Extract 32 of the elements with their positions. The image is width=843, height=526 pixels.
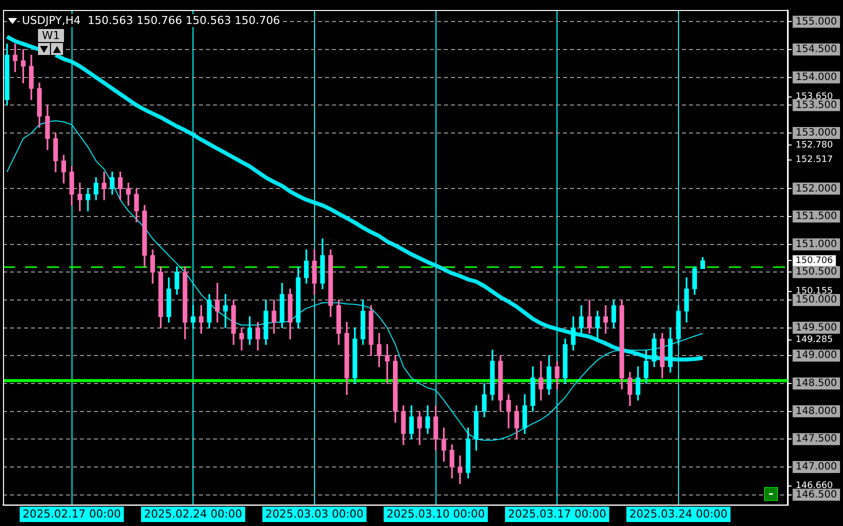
y-tick-label: 147.000 [796, 462, 838, 473]
y-tick-label: 151.500 [796, 211, 838, 222]
x-tick-label: 2025.02.24 00:00 [144, 507, 242, 520]
x-tick-label: 2025.03.03 00:00 [265, 507, 364, 520]
candlestick [223, 294, 228, 328]
y-tick-label: 146.660 [796, 481, 834, 492]
y-tick-label: 148.500 [796, 378, 838, 390]
chart-title: USDJPY,H4 150.563 150.766 150.563 150.706 [20, 14, 282, 27]
y-tick-label: 149.500 [796, 322, 838, 334]
y-tick-label: 152.000 [796, 183, 838, 194]
x-tick-label: 2025.03.10 00:00 [386, 507, 485, 520]
x-tick-label: 2025.02.17 00:00 [22, 507, 121, 520]
y-tick-label: 152.517 [796, 155, 833, 166]
y-tick-label: 153.000 [796, 128, 838, 139]
y-tick-label: 154.000 [796, 72, 838, 83]
y-tick-label: 155.000 [796, 16, 838, 28]
y-tick-label: 153.500 [796, 100, 838, 111]
y-tick-label: 151.000 [796, 238, 838, 250]
y-tick-label: 152.780 [796, 140, 834, 151]
y-tick-label: 148.000 [796, 406, 838, 417]
y-tick-label: 147.500 [796, 434, 838, 445]
y-tick-label: 150.000 [796, 294, 838, 306]
y-tick-label: 150.706 [796, 256, 834, 266]
x-tick-label: 2025.03.24 00:00 [629, 507, 728, 520]
y-tick-label: 149.285 [796, 335, 833, 346]
candlestick [458, 455, 462, 484]
y-tick-label: 150.500 [796, 266, 838, 278]
annotation: W1 [38, 29, 64, 42]
y-tick-label: 149.000 [796, 350, 838, 362]
y-tick-label: 154.500 [796, 44, 838, 56]
x-tick-label: 2025.03.17 00:00 [508, 507, 606, 520]
y-tick-label: 146.500 [796, 489, 838, 500]
